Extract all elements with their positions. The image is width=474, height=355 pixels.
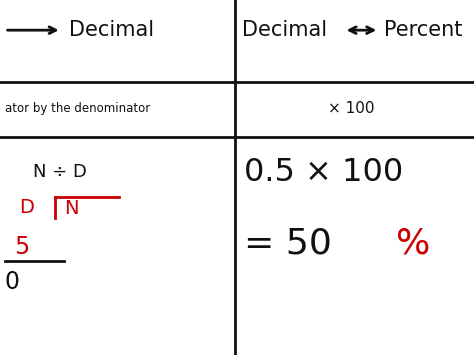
Text: = 50: = 50 — [244, 226, 332, 260]
Text: Decimal: Decimal — [242, 20, 327, 40]
Text: × 100: × 100 — [328, 101, 374, 116]
Text: D: D — [19, 198, 34, 217]
Text: N ÷ D: N ÷ D — [33, 163, 87, 181]
Text: Decimal: Decimal — [69, 20, 154, 40]
Text: 0: 0 — [5, 270, 20, 294]
Text: %: % — [396, 226, 430, 260]
Text: Percent: Percent — [384, 20, 462, 40]
Text: N: N — [64, 199, 79, 218]
Text: 5: 5 — [14, 235, 29, 259]
Text: 0.5 × 100: 0.5 × 100 — [244, 157, 403, 188]
Text: ator by the denominator: ator by the denominator — [5, 102, 150, 115]
